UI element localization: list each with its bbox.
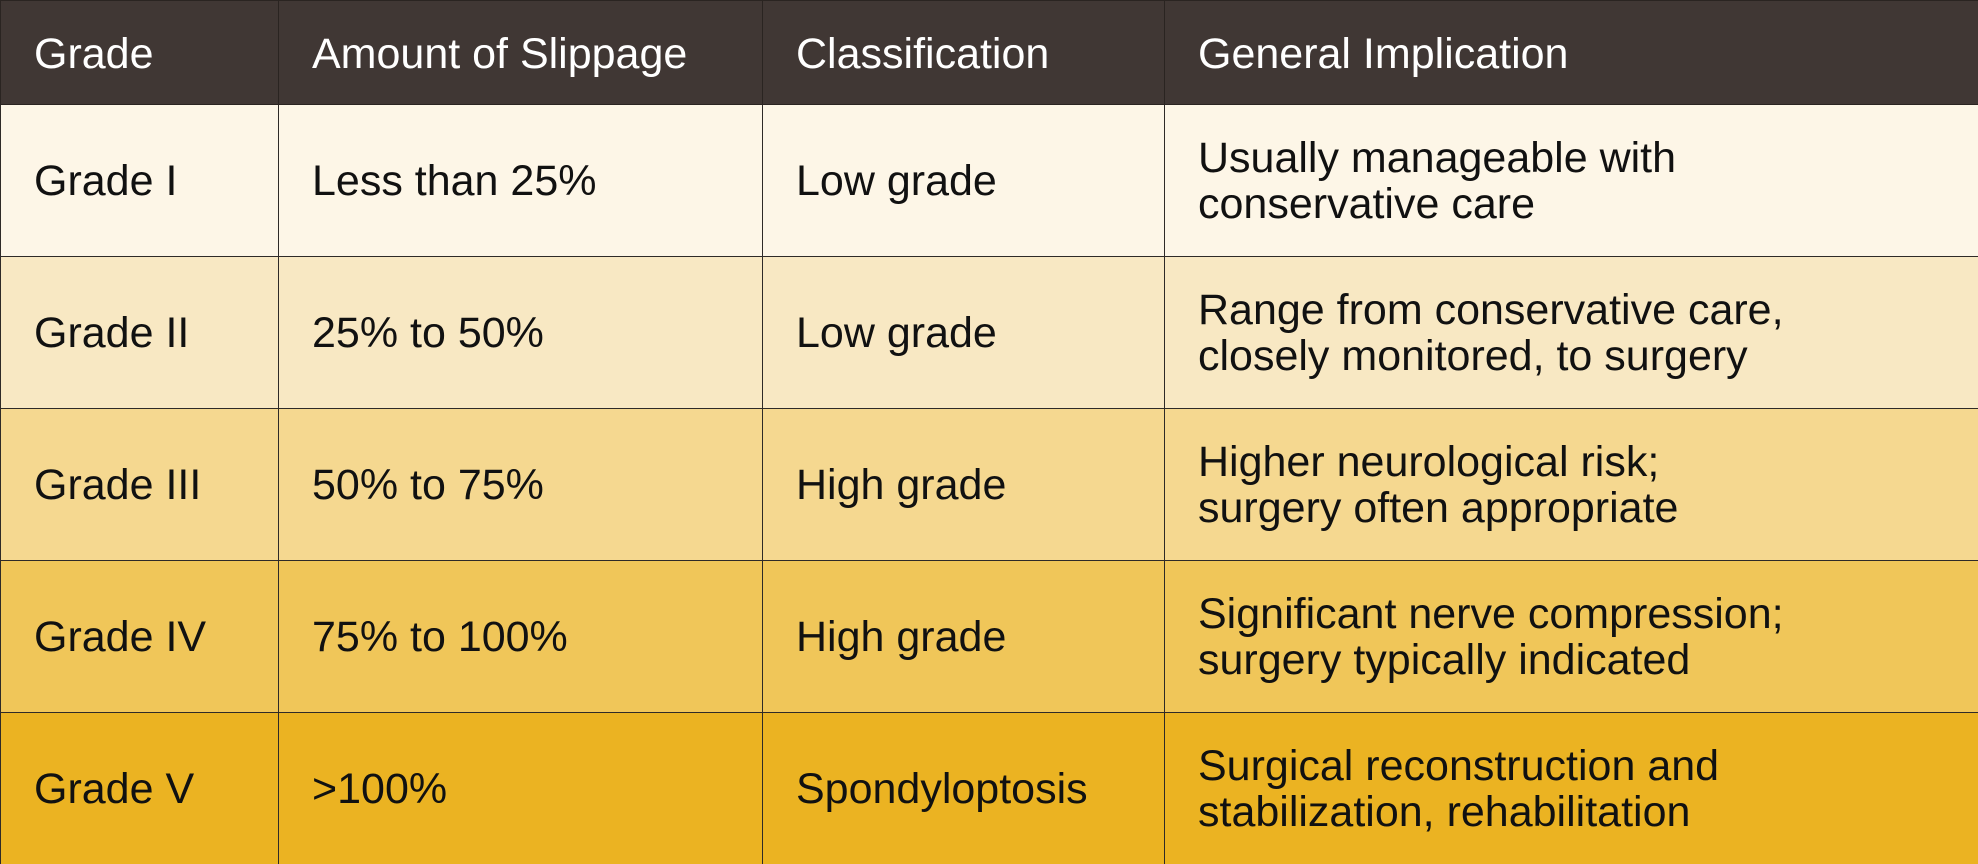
implication-line-2: closely monitored, to surgery [1198,331,1748,380]
implication-line-2: stabilization, rehabilitation [1198,787,1691,836]
implication-line-1: Higher neurological risk; [1198,437,1660,486]
cell-classification: Low grade [762,104,1165,257]
cell-implication: Usually manageable with conservative car… [1164,104,1978,257]
cell-classification: Spondyloptosis [762,712,1165,864]
cell-slippage: 25% to 50% [278,256,763,409]
cell-classification: High grade [762,408,1165,561]
cell-classification: Low grade [762,256,1165,409]
cell-implication: Surgical reconstruction and stabilizatio… [1164,712,1978,864]
cell-slippage: 50% to 75% [278,408,763,561]
implication-line-1: Surgical reconstruction and [1198,741,1720,790]
cell-classification: High grade [762,560,1165,713]
implication-line-2: surgery typically indicated [1198,635,1691,684]
cell-slippage: 75% to 100% [278,560,763,713]
cell-grade: Grade V [0,712,279,864]
header-classification: Classification [762,0,1165,105]
implication-line-2: conservative care [1198,179,1535,228]
implication-line-1: Range from conservative care, [1198,285,1784,334]
implication-line-2: surgery often appropriate [1198,483,1679,532]
table-row-grade-2: Grade II 25% to 50% Low grade Range from… [0,256,1978,409]
table-row-grade-4: Grade IV 75% to 100% High grade Signific… [0,560,1978,713]
cell-implication: Range from conservative care, closely mo… [1164,256,1978,409]
cell-grade: Grade IV [0,560,279,713]
cell-grade: Grade I [0,104,279,257]
cell-implication: Higher neurological risk; surgery often … [1164,408,1978,561]
cell-slippage: >100% [278,712,763,864]
table-row-grade-3: Grade III 50% to 75% High grade Higher n… [0,408,1978,561]
table-row-grade-5: Grade V >100% Spondyloptosis Surgical re… [0,712,1978,864]
table-row-grade-1: Grade I Less than 25% Low grade Usually … [0,104,1978,257]
cell-grade: Grade II [0,256,279,409]
header-general-implication: General Implication [1164,0,1978,105]
cell-grade: Grade III [0,408,279,561]
implication-line-1: Significant nerve compression; [1198,589,1784,638]
cell-implication: Significant nerve compression; surgery t… [1164,560,1978,713]
implication-line-1: Usually manageable with [1198,133,1677,182]
header-row: Grade Amount of Slippage Classification … [0,0,1978,105]
cell-slippage: Less than 25% [278,104,763,257]
header-amount-of-slippage: Amount of Slippage [278,0,763,105]
header-grade: Grade [0,0,279,105]
